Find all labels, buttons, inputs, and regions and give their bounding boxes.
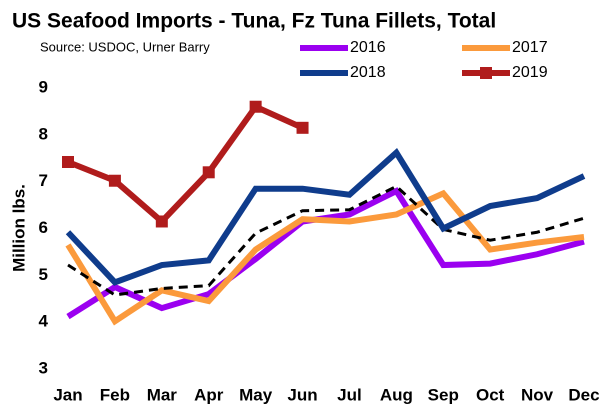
series-line (67, 184, 585, 297)
x-tick-label: Jan (53, 385, 82, 404)
legend-label: 2017 (512, 39, 548, 56)
x-tick-label: Jun (287, 385, 317, 404)
series-line (65, 147, 586, 286)
x-tick-label: Aug (380, 385, 413, 404)
x-tick-label: Apr (194, 385, 224, 404)
y-axis-label: Million lbs. (9, 184, 28, 272)
series-line (65, 189, 585, 326)
y-tick-label: 7 (39, 171, 48, 190)
y-tick-label: 6 (39, 218, 48, 237)
chart-subtitle: Source: USDOC, Urner Barry (40, 39, 210, 54)
x-tick-label: Dec (568, 385, 599, 404)
legend-marker (480, 67, 492, 79)
legend-label: 2018 (350, 64, 386, 81)
chart-title: US Seafood Imports - Tuna, Fz Tuna Fille… (12, 10, 496, 33)
x-tick-label: Nov (521, 385, 554, 404)
x-tick-label: May (239, 385, 273, 404)
y-tick-label: 8 (39, 124, 48, 143)
legend-label: 2019 (512, 64, 548, 81)
series-marker (296, 121, 309, 134)
y-tick-label: 9 (39, 77, 48, 96)
series-marker (108, 174, 121, 187)
x-tick-label: Oct (476, 385, 505, 404)
y-tick-label: 5 (39, 265, 48, 284)
series-marker (155, 215, 168, 228)
y-tick-label: 3 (39, 358, 48, 377)
series-marker (202, 166, 215, 179)
x-tick-label: Feb (100, 385, 130, 404)
legend-label: 2016 (350, 39, 386, 56)
x-tick-label: Jul (337, 385, 362, 404)
series-marker (62, 155, 74, 168)
series-line (66, 102, 304, 226)
x-tick-label: Sep (428, 385, 459, 404)
y-tick-label: 4 (39, 312, 49, 331)
series-marker (249, 100, 262, 113)
x-tick-label: Mar (147, 385, 178, 404)
